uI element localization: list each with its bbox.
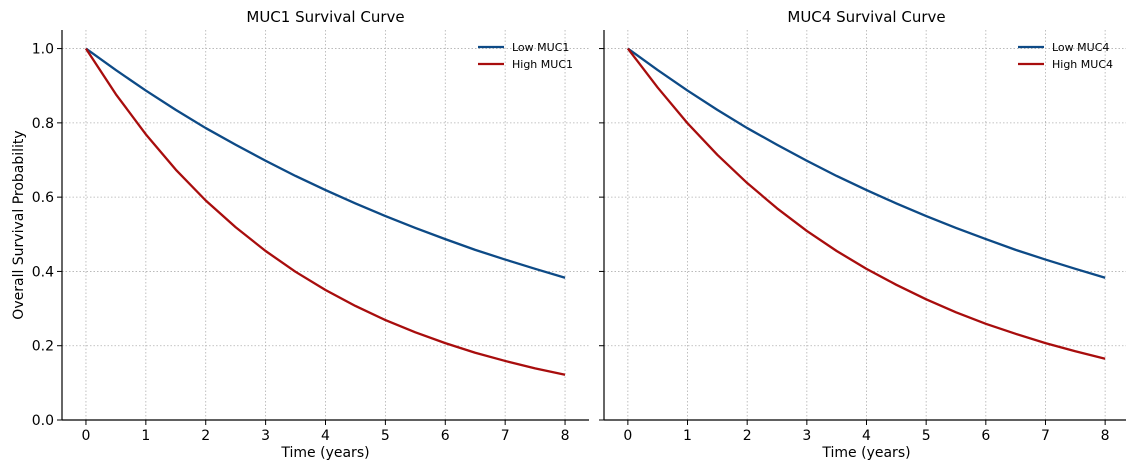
series-line-low-muc4 [627, 47, 1106, 279]
x-tick-label: 3 [802, 428, 811, 444]
x-tick-label: 8 [561, 428, 570, 444]
x-tick-label: 4 [321, 428, 330, 444]
y-tick-label: 1.0 [32, 42, 54, 58]
x-axis-label: Time (years) [280, 445, 369, 461]
series-line-high-muc4 [626, 47, 1106, 360]
legend-label: High MUC1 [512, 58, 573, 71]
chart-panel-2: 0 1 2 3 4 5 6 7 8 MUC4 Survival Curve Time (years)… [599, 8, 1126, 461]
x-tick-label: 6 [441, 428, 450, 444]
x-tick-label: 3 [261, 428, 270, 444]
x-tick-label: 0 [623, 428, 632, 444]
chart-title: MUC1 Survival Curve [246, 8, 404, 26]
y-tick-label: 0.0 [32, 413, 54, 429]
x-tick-label: 7 [501, 428, 510, 444]
legend: Low MUC4 High MUC4 [1018, 41, 1113, 71]
x-tick-label: 1 [683, 428, 692, 444]
y-tick-label: 0.6 [32, 190, 54, 206]
x-tick-label: 4 [862, 428, 871, 444]
chart-title: MUC4 Survival Curve [787, 8, 945, 26]
series-line-high-muc1 [84, 47, 566, 376]
x-tick-label: 0 [81, 428, 90, 444]
x-tick-label: 5 [381, 428, 390, 444]
y-tick-label: 0.4 [32, 264, 54, 280]
y-tick-label: 0.2 [32, 339, 54, 355]
legend: Low MUC1 High MUC1 [478, 41, 573, 71]
y-tick-label: 0.8 [32, 116, 54, 132]
series-line-low-muc1 [85, 47, 566, 279]
x-axis-label: Time (years) [821, 445, 910, 461]
x-tick-label: 7 [1041, 428, 1050, 444]
legend-label: Low MUC4 [1052, 41, 1109, 54]
x-tick-label: 6 [981, 428, 990, 444]
x-tick-label: 1 [141, 428, 150, 444]
x-tick-label: 5 [922, 428, 931, 444]
x-tick-label: 2 [201, 428, 210, 444]
x-tick-label: 8 [1101, 428, 1110, 444]
legend-label: High MUC4 [1052, 58, 1113, 71]
x-tick-label: 2 [743, 428, 752, 444]
y-axis-label: Overall Survival Probability [11, 130, 27, 319]
legend-label: Low MUC1 [512, 41, 569, 54]
chart-panel-1: 0 1 2 3 4 5 6 7 8 0.0 0.2 0.4 0.6 0.8 1.0 MUC1 Survival… [11, 8, 589, 461]
